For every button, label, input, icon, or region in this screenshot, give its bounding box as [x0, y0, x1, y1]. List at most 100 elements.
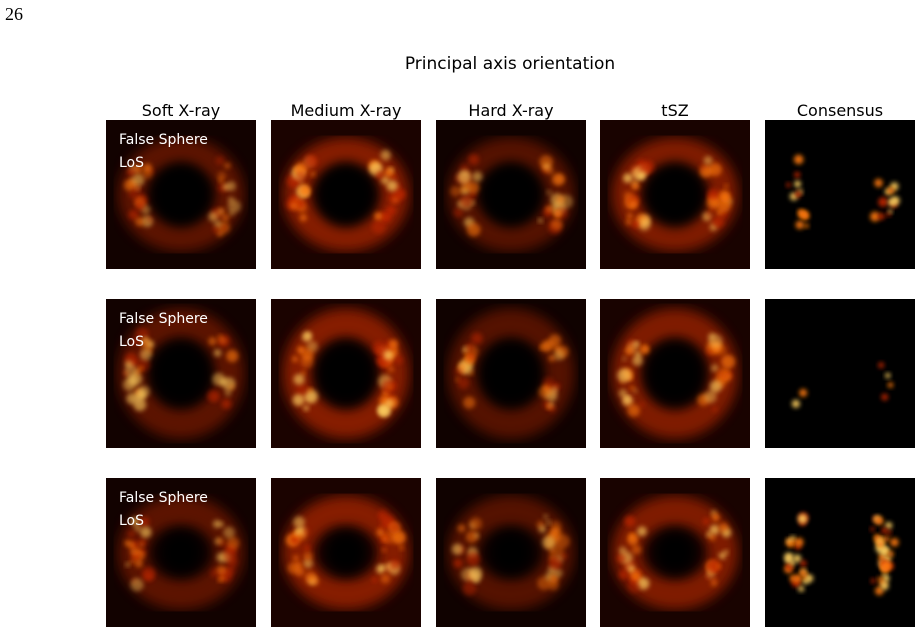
- hot-spot: [132, 338, 139, 345]
- hot-spot: [218, 178, 224, 184]
- hot-spot: [706, 348, 714, 356]
- hot-spot: [538, 218, 543, 223]
- hot-spot: [625, 218, 632, 225]
- hot-spot: [555, 383, 561, 389]
- hot-spot: [129, 558, 135, 565]
- hot-spot: [883, 535, 890, 542]
- hot-spot: [873, 534, 880, 541]
- hot-spot: [388, 366, 394, 373]
- hot-spot: [470, 570, 482, 583]
- hot-spot: [719, 522, 729, 533]
- hot-spot: [393, 188, 406, 201]
- hot-spot: [548, 354, 556, 362]
- hot-spot: [213, 220, 222, 229]
- hot-spot: [391, 174, 397, 181]
- hot-spot: [631, 544, 642, 555]
- hot-spot: [870, 526, 875, 532]
- heatmap: [436, 299, 586, 448]
- hot-spot: [707, 560, 721, 573]
- panel-annotation: LoS: [119, 155, 144, 171]
- hot-spot: [229, 384, 235, 390]
- hot-spot: [289, 202, 298, 210]
- hot-spot: [637, 526, 647, 537]
- hot-spot: [627, 536, 638, 546]
- hot-spot: [710, 364, 719, 372]
- ring: [283, 495, 409, 610]
- hot-spot: [881, 527, 888, 534]
- hot-spot: [139, 348, 152, 361]
- heatmap: [436, 478, 586, 627]
- hot-spot: [390, 523, 400, 532]
- heatmap: [600, 478, 750, 627]
- hot-spot: [135, 217, 145, 227]
- hot-spot: [125, 562, 130, 567]
- hot-spot: [123, 378, 136, 392]
- hot-spot: [139, 366, 144, 371]
- hot-spot: [221, 225, 226, 231]
- hot-spot: [293, 516, 305, 528]
- hot-spot: [466, 222, 481, 237]
- hot-spot: [212, 520, 221, 528]
- hole: [316, 341, 376, 406]
- hot-spot: [384, 214, 389, 220]
- hot-spot: [303, 331, 312, 340]
- column-label: Hard X-ray: [468, 101, 553, 120]
- hot-spot: [206, 390, 219, 402]
- hot-spot: [556, 534, 570, 548]
- hot-spot: [553, 568, 563, 578]
- hot-spot: [227, 196, 235, 203]
- hot-spot: [548, 557, 562, 570]
- figure-title: Principal axis orientation: [405, 54, 615, 74]
- hot-spot: [546, 404, 552, 410]
- hot-spot: [460, 187, 466, 193]
- hot-spot: [308, 387, 313, 392]
- hot-spot: [546, 520, 551, 525]
- hot-spot: [791, 399, 800, 408]
- hot-spot: [721, 354, 736, 369]
- hot-spot: [708, 334, 723, 349]
- hot-spot: [790, 535, 796, 541]
- hot-spot: [617, 368, 632, 383]
- hot-spot: [133, 398, 147, 411]
- hot-spot: [877, 576, 883, 582]
- hot-spot: [550, 544, 564, 558]
- hot-spot: [637, 577, 650, 590]
- hot-spot: [539, 345, 544, 350]
- hot-spot: [548, 334, 562, 347]
- hot-spot: [392, 197, 399, 204]
- hot-spot: [709, 524, 720, 535]
- hot-spot: [627, 580, 641, 593]
- hot-spot: [706, 195, 720, 210]
- hot-spot: [467, 352, 476, 361]
- hot-spot: [880, 581, 889, 590]
- hot-spot: [624, 515, 636, 527]
- hot-spot: [870, 211, 880, 222]
- hot-spot: [550, 529, 559, 538]
- hot-spot: [310, 171, 316, 177]
- column-label: Consensus: [797, 101, 883, 120]
- hot-spot: [542, 535, 556, 550]
- hot-spot: [618, 389, 628, 398]
- heatmap: [765, 478, 915, 627]
- hot-spot: [618, 569, 629, 580]
- hot-spot: [222, 183, 230, 191]
- hot-spot: [723, 549, 729, 555]
- hot-spot: [699, 164, 706, 171]
- hot-spot: [384, 168, 394, 178]
- hot-spot: [469, 370, 474, 376]
- hot-spot: [128, 189, 138, 199]
- hot-spot: [626, 193, 640, 207]
- hot-spot: [127, 541, 136, 549]
- hot-spot: [719, 191, 731, 203]
- hot-spot: [706, 211, 712, 218]
- hot-spot: [624, 396, 630, 401]
- hot-spot: [453, 558, 463, 568]
- hot-spot: [371, 219, 386, 234]
- hot-spot: [637, 171, 646, 181]
- hot-spot: [551, 173, 565, 186]
- hot-spot: [710, 579, 718, 587]
- hot-spot: [226, 349, 239, 363]
- hot-spot: [797, 514, 808, 524]
- hot-spot: [553, 349, 565, 361]
- hot-spot: [623, 173, 633, 183]
